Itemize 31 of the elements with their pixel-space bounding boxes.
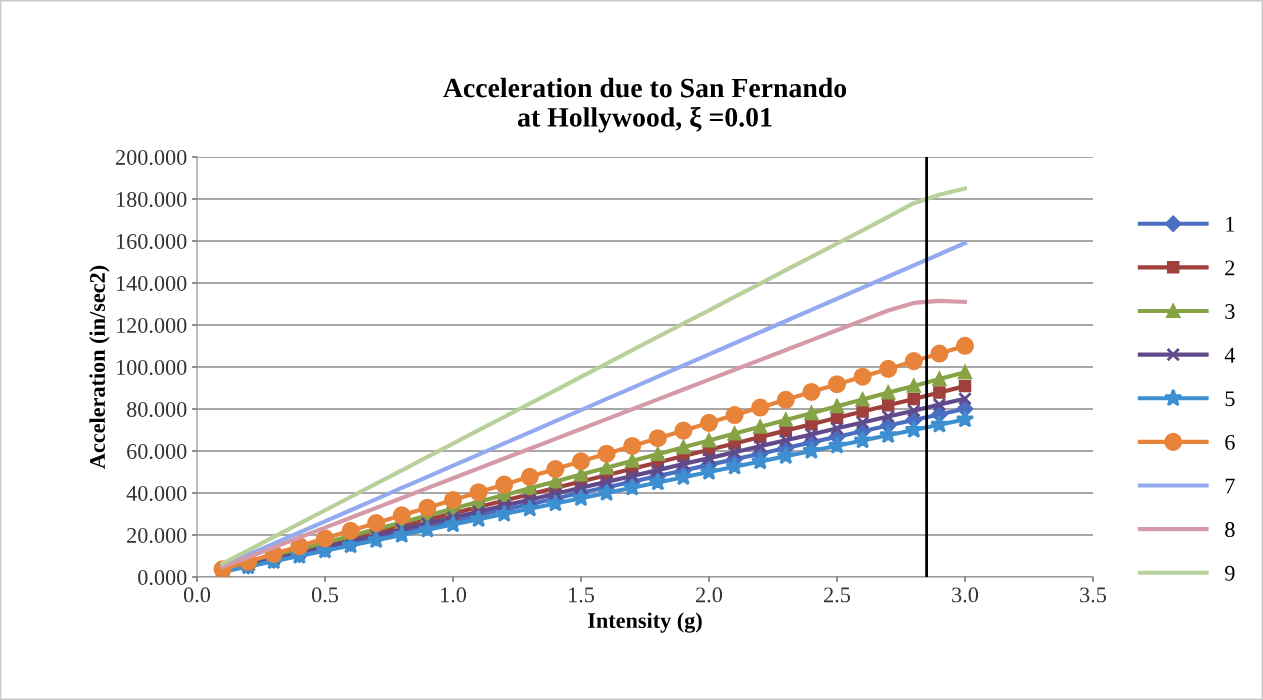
legend-label: 9: [1225, 565, 1235, 581]
y-tick-label: 0.000: [138, 569, 187, 586]
legend-label: 8: [1225, 522, 1235, 538]
x-tick-label: 1.0: [441, 587, 467, 603]
legend-label: 2: [1225, 260, 1235, 276]
y-tick-label: 100.000: [117, 359, 187, 376]
y-tick-label: 200.000: [116, 149, 187, 166]
y-tick-label: 80.000: [127, 401, 187, 418]
legend-label: 1: [1226, 216, 1235, 232]
x-tick-label: 3.5: [1080, 587, 1107, 603]
y-tick-label: 20.000: [127, 527, 187, 544]
legend-label: 6: [1225, 434, 1235, 450]
y-tick-label: 140.000: [117, 275, 187, 292]
x-tick-label: 3.0: [952, 587, 979, 603]
y-tick-label: 160.000: [117, 233, 187, 250]
x-tick-label: 2.0: [696, 587, 723, 603]
y-tick-label: 40.000: [126, 485, 187, 502]
y-tick-label: 180.000: [117, 191, 187, 208]
chart-title: Acceleration due to San Fernando at Hollywood, ξ =0.01: [443, 77, 847, 133]
y-tick-label: 60.000: [127, 443, 187, 460]
x-tick-label: 0.5: [311, 587, 339, 603]
y-axis-title: Acceleration (in/sec2): [89, 265, 110, 469]
x-tick-label: 2.5: [824, 587, 851, 603]
legend-label: 4: [1224, 347, 1236, 363]
x-axis-title: Intensity (g): [588, 612, 702, 633]
y-tick-label: 120.000: [117, 317, 187, 334]
x-tick-label: 0.0: [183, 587, 211, 603]
legend-label: 3: [1225, 304, 1235, 319]
x-tick-label: 1.5: [569, 587, 595, 603]
legend-label: 7: [1225, 478, 1235, 494]
legend-label: 5: [1225, 391, 1235, 407]
